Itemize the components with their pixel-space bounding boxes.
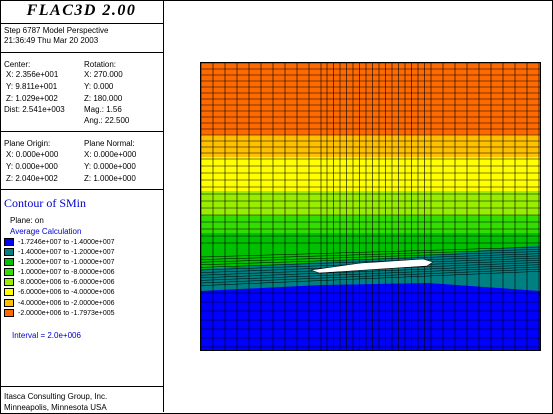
contour-band	[201, 157, 540, 191]
legend-label: -2.0000e+006 to -1.7973e+005	[18, 309, 115, 317]
center-x: X: 2.356e+001	[6, 70, 59, 79]
time-line: 21:36:49 Thu Mar 20 2003	[4, 36, 99, 45]
avg-calc-text: Average Calculation	[10, 227, 82, 236]
legend-label: -1.0000e+007 to -8.0000e+006	[18, 269, 115, 277]
mesh-line	[201, 271, 540, 286]
app-title: FLAC3D 2.00	[26, 2, 137, 19]
divider	[0, 23, 163, 24]
mesh-line	[201, 249, 540, 260]
rotation-label: Rotation:	[84, 60, 117, 69]
legend-swatch	[4, 298, 14, 307]
plane-normal-x: X: 0.000e+000	[84, 150, 137, 159]
legend-label: -8.0000e+006 to -6.0000e+006	[18, 279, 115, 287]
legend-swatch	[4, 308, 14, 317]
divider	[0, 189, 163, 190]
divider	[0, 52, 163, 53]
rotation-x: X: 270.000	[84, 70, 123, 79]
mesh-line	[201, 268, 540, 284]
legend-label: -6.0000e+006 to -4.0000e+006	[18, 289, 115, 297]
plane-origin-x: X: 0.000e+000	[6, 150, 59, 159]
legend-swatch	[4, 268, 14, 277]
legend-swatch	[4, 278, 14, 287]
contour-plot	[201, 63, 540, 350]
excavation-opening	[310, 258, 434, 274]
plane-normal-y: Y: 0.000e+000	[84, 162, 136, 171]
contour-band	[201, 191, 540, 215]
contour-band	[201, 215, 540, 233]
mesh-line	[201, 266, 540, 281]
dist-value: Dist: 2.541e+003	[4, 105, 65, 114]
legend-swatch	[4, 248, 14, 257]
info-panel: FLAC3D 2.00 Step 6787 Model Perspective …	[0, 0, 164, 412]
plane-normal-z: Z: 1.000e+000	[84, 174, 136, 183]
plane-origin-y: Y: 0.000e+000	[6, 162, 58, 171]
mesh-line	[201, 264, 540, 279]
contour-title: Contour of SMin	[4, 196, 87, 210]
center-label: Center:	[4, 60, 31, 69]
legend-label: -1.4000e+007 to -1.2000e+007	[18, 249, 115, 257]
ang-value: Ang.: 22.500	[84, 116, 130, 125]
company-name: Itasca Consulting Group, Inc.	[4, 392, 108, 401]
plane-origin-label: Plane Origin:	[4, 139, 51, 148]
plane-normal-label: Plane Normal:	[84, 139, 135, 148]
interval-text: Interval = 2.0e+006	[12, 331, 81, 340]
legend-label: -1.7246e+007 to -1.4000e+007	[18, 239, 115, 246]
center-y: Y: 9.811e+001	[6, 82, 58, 91]
rotation-z: Z: 180.000	[84, 94, 123, 103]
company-location: Minneapolis, Minnesota USA	[4, 403, 107, 412]
legend-label: -4.0000e+006 to -2.0000e+006	[18, 299, 115, 307]
mesh-line	[201, 255, 540, 268]
rotation-y: Y: 0.000	[84, 82, 114, 91]
legend-swatch	[4, 258, 14, 267]
plane-on-text: Plane: on	[10, 216, 44, 225]
mesh-line	[201, 253, 540, 266]
plane-origin-z: Z: 2.040e+002	[6, 174, 58, 183]
model-viewport[interactable]	[200, 62, 541, 351]
contour-band	[201, 135, 540, 157]
mag-value: Mag.: 1.56	[84, 105, 122, 114]
mesh-line	[201, 246, 540, 258]
legend-swatch	[4, 288, 14, 297]
step-line: Step 6787 Model Perspective	[4, 26, 109, 35]
mesh-line	[201, 251, 540, 263]
divider	[0, 131, 163, 132]
legend-label: -1.2000e+007 to -1.0000e+007	[18, 259, 115, 267]
center-z: Z: 1.029e+002	[6, 94, 58, 103]
divider	[0, 386, 163, 387]
legend-swatch	[4, 238, 14, 246]
